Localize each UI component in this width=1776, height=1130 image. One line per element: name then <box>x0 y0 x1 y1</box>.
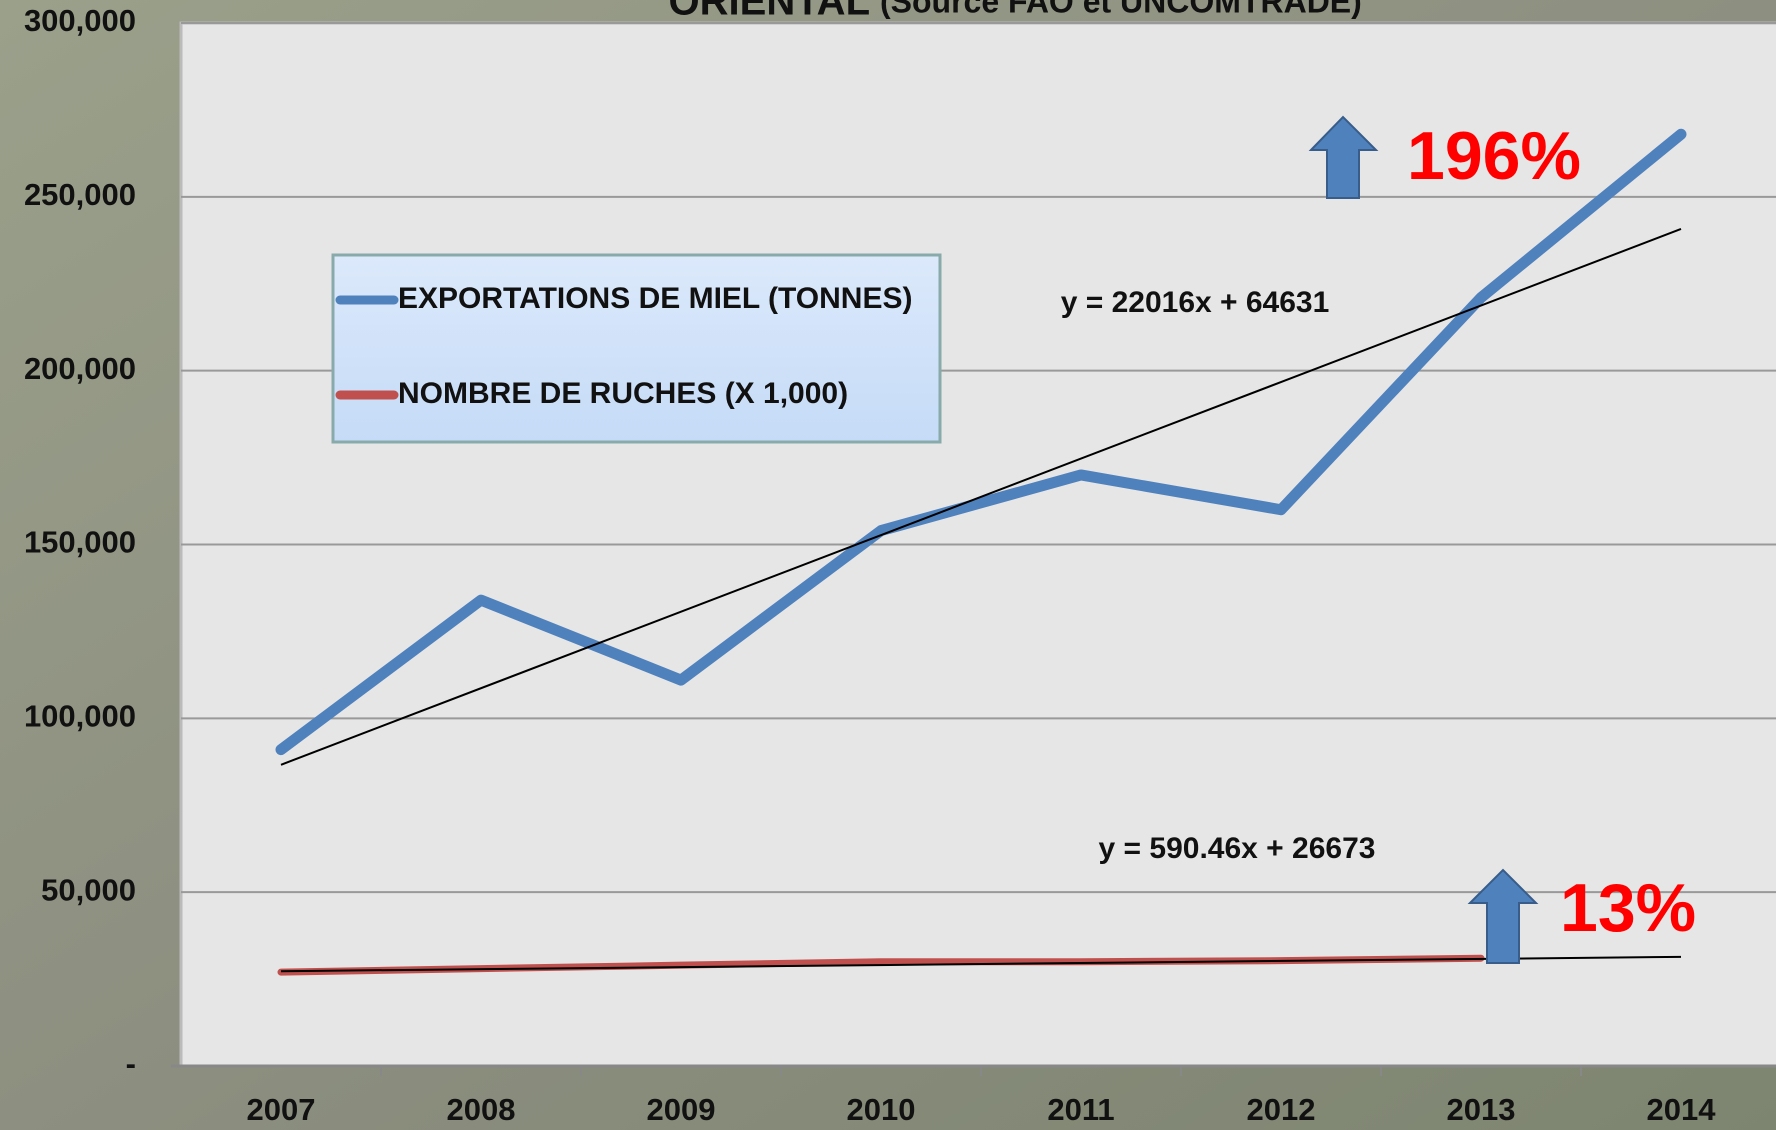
y-tick-label: - <box>126 1046 136 1081</box>
legend <box>331 253 942 444</box>
legend-box <box>331 253 942 444</box>
x-tick-label: 2013 <box>1447 1092 1516 1127</box>
data-line <box>275 128 1687 756</box>
chart-title: ORIENTAL <box>669 0 870 24</box>
trendline <box>280 228 1682 766</box>
x-tick-label: 2009 <box>647 1092 716 1127</box>
y-tick-label: 200,000 <box>24 351 136 386</box>
x-tick-label: 2008 <box>447 1092 516 1127</box>
legend-label: NOMBRE DE RUCHES (X 1,000) <box>398 377 848 410</box>
legend-label: EXPORTATIONS DE MIEL (TONNES) <box>398 282 912 315</box>
y-tick-label: 150,000 <box>24 525 136 560</box>
y-tick-label: 50,000 <box>41 872 136 907</box>
x-tick-label: 2014 <box>1647 1092 1717 1127</box>
annotation: 13% <box>1560 870 1696 946</box>
y-tick-label: 100,000 <box>24 699 136 734</box>
y-tick-label: 250,000 <box>24 177 136 212</box>
y-tick-label: 300,000 <box>24 3 136 38</box>
trendline <box>280 955 1682 973</box>
x-tick-label: 2010 <box>847 1092 916 1127</box>
annotation: 196% <box>1407 118 1581 194</box>
arrow-up <box>1467 868 1539 964</box>
x-tick-label: 2007 <box>247 1092 316 1127</box>
trendline-equation: y = 590.46x + 26673 <box>1099 832 1376 865</box>
x-tick-label: 2012 <box>1247 1092 1316 1127</box>
trendline-equation: y = 22016x + 64631 <box>1061 286 1330 319</box>
x-tick-label: 2011 <box>1047 1092 1114 1127</box>
arrow-up <box>1308 115 1379 199</box>
chart-subtitle: (Source FAO et UNCOMTRADE) <box>880 0 1362 19</box>
